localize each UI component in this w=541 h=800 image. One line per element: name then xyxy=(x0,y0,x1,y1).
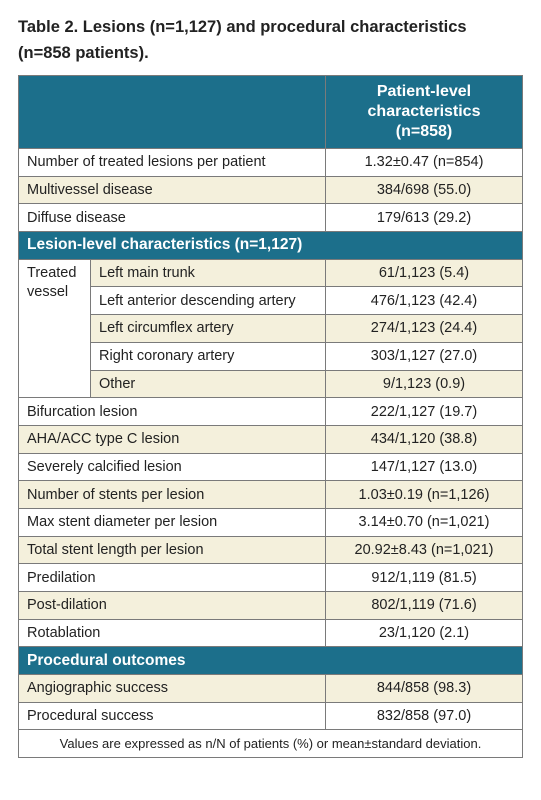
row-label: Left circumflex artery xyxy=(90,314,326,343)
table-row: Number of stents per lesion 1.03±0.19 (n=… xyxy=(18,480,523,509)
row-label: Left anterior descending artery xyxy=(90,286,326,316)
row-value: 384/698 (55.0) xyxy=(325,175,523,205)
row-label: Predilation xyxy=(18,563,326,592)
row-label: Angiographic success xyxy=(18,674,326,703)
table-row: Treated vessel Left main trunk 61/1,123 (5… xyxy=(18,258,523,399)
table: Patient-level characteristics (n=858) Nu… xyxy=(18,75,523,759)
table-row: Post-dilation 802/1,119 (71.6) xyxy=(18,591,523,620)
table-row: Values are expressed as n/N of patients … xyxy=(18,729,523,759)
row-value: 1.03±0.19 (n=1,126) xyxy=(325,480,523,509)
row-value: 476/1,123 (42.4) xyxy=(325,286,523,316)
table-row: Left circumflex artery 274/1,123 (24.4) xyxy=(19,314,523,343)
row-label: Rotablation xyxy=(18,618,326,648)
row-value: 274/1,123 (24.4) xyxy=(325,314,523,343)
row-value: 912/1,119 (81.5) xyxy=(325,563,523,592)
table-row: Severely calcified lesion 147/1,127 (13.0… xyxy=(18,452,523,482)
row-value: 179/613 (29.2) xyxy=(325,203,523,233)
row-label: Severely calcified lesion xyxy=(18,452,326,482)
header-row: Patient-level characteristics (n=858) xyxy=(18,75,523,149)
row-value: 844/858 (98.3) xyxy=(325,674,523,703)
table-row: Rotablation 23/1,120 (2.1) xyxy=(18,618,523,648)
row-label: Number of stents per lesion xyxy=(18,480,326,509)
table-row: AHA/ACC type C lesion 434/1,120 (38.8) xyxy=(18,424,523,454)
row-label: Post-dilation xyxy=(18,591,326,620)
group-label: Treated vessel xyxy=(18,258,91,399)
footnote: Values are expressed as n/N of patients … xyxy=(18,729,523,759)
table-row: Lesion-level characteristics (n=1,127) xyxy=(18,231,523,260)
section-title: Lesion-level characteristics (n=1,127) xyxy=(18,231,523,260)
table-row: Angiographic success 844/858 (98.3) xyxy=(18,674,523,703)
row-value: 20.92±8.43 (n=1,021) xyxy=(325,535,523,565)
table-row: Number of treated lesions per patient 1.3… xyxy=(18,148,523,177)
row-label: Other xyxy=(90,369,326,399)
row-value: 832/858 (97.0) xyxy=(325,701,523,731)
row-value: 9/1,123 (0.9) xyxy=(325,369,523,399)
row-label: Left main trunk xyxy=(90,258,326,288)
table-row: Bifurcation lesion 222/1,127 (19.7) xyxy=(18,397,523,426)
row-value: 303/1,127 (27.0) xyxy=(325,341,523,371)
table-row: Diffuse disease 179/613 (29.2) xyxy=(18,203,523,233)
table-row: Max stent diameter per lesion 3.14±0.70 (… xyxy=(18,507,523,537)
table-title: Table 2. Lesions (n=1,127) and procedura… xyxy=(18,18,467,62)
column-header: Patient-level characteristics (n=858) xyxy=(367,83,481,140)
row-label: AHA/ACC type C lesion xyxy=(18,424,326,454)
row-label: Multivessel disease xyxy=(18,175,326,205)
row-label: Total stent length per lesion xyxy=(18,535,326,565)
row-label: Number of treated lesions per patient xyxy=(18,148,326,177)
table-row: Procedural success 832/858 (97.0) xyxy=(18,701,523,731)
row-value: 222/1,127 (19.7) xyxy=(325,397,523,426)
table-row: Total stent length per lesion 20.92±8.43 … xyxy=(18,535,523,565)
table-row: Left anterior descending artery 476/1,123… xyxy=(19,286,523,316)
header-blank xyxy=(18,75,326,149)
table-row: Right coronary artery 303/1,127 (27.0) xyxy=(19,341,523,371)
table-body: Patient-level characteristics (n=858) Nu… xyxy=(18,75,523,759)
row-value: 23/1,120 (2.1) xyxy=(325,618,523,648)
section-title: Procedural outcomes xyxy=(18,646,523,676)
table-row: Multivessel disease 384/698 (55.0) xyxy=(18,175,523,205)
row-label: Procedural success xyxy=(18,701,326,731)
row-label: Right coronary artery xyxy=(90,341,326,371)
row-label: Max stent diameter per lesion xyxy=(18,507,326,537)
row-value: 61/1,123 (5.4) xyxy=(325,258,523,288)
table-row: Predilation 912/1,119 (81.5) xyxy=(18,563,523,592)
row-value: 3.14±0.70 (n=1,021) xyxy=(325,507,523,537)
header-cell: Patient-level characteristics (n=858) xyxy=(325,75,523,149)
row-label: Bifurcation lesion xyxy=(18,397,326,426)
row-label: Diffuse disease xyxy=(18,203,326,233)
row-value: 1.32±0.47 (n=854) xyxy=(325,148,523,177)
table-row: Other 9/1,123 (0.9) xyxy=(19,369,523,399)
row-value: 802/1,119 (71.6) xyxy=(325,591,523,620)
row-value: 147/1,127 (13.0) xyxy=(325,452,523,482)
table-row: Procedural outcomes xyxy=(18,646,523,676)
row-value: 434/1,120 (38.8) xyxy=(325,424,523,454)
